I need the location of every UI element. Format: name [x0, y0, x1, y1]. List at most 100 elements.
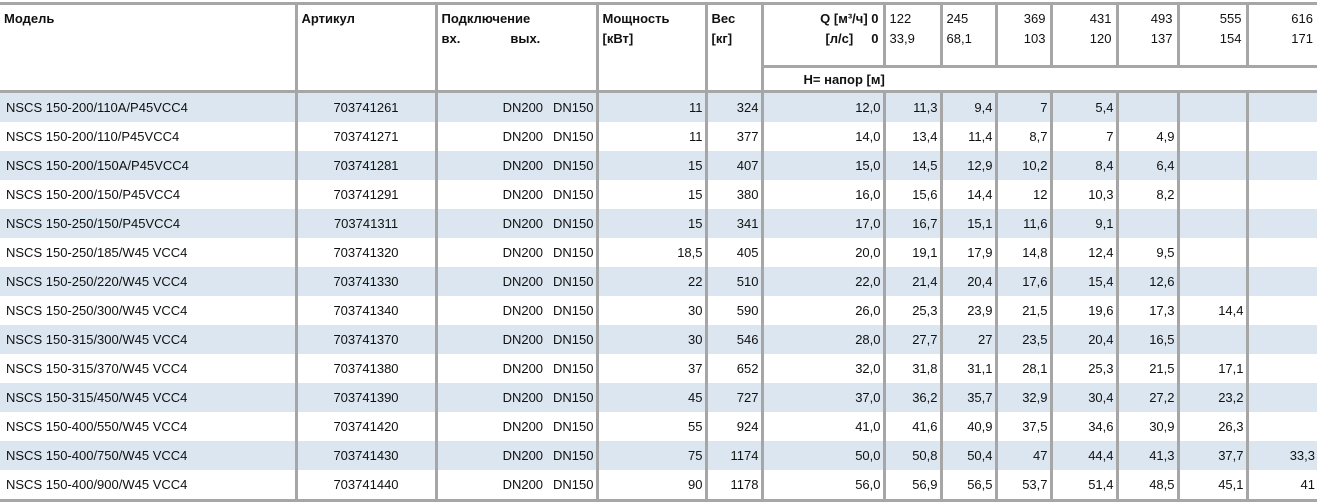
head-cell: 35,7	[941, 383, 998, 412]
table-row: NSCS 150-315/300/W45 VCC4 703741370 DN200 D…	[0, 325, 1317, 354]
model: NSCS 150-400/550/W45 VCC4	[0, 412, 298, 441]
head-cell: 23,9	[941, 296, 998, 325]
head-cell: 4,9	[1117, 122, 1180, 151]
power-cell: 45	[597, 383, 708, 412]
head-cell: 50,8	[884, 441, 943, 470]
head-cell: 44,4	[1051, 441, 1119, 470]
article-cell: 703741420	[296, 412, 438, 441]
power-cell: 75	[597, 441, 708, 470]
head-cell: 37,7	[1178, 441, 1249, 470]
article-cell: 703741311	[296, 209, 438, 238]
article-cell: 703741271	[296, 122, 438, 151]
head-cell: 8,7	[996, 122, 1053, 151]
model: NSCS 150-400/750/W45 VCC4	[0, 441, 298, 470]
weight-cell: 1178	[706, 470, 764, 501]
weight-cell: 546	[706, 325, 764, 354]
conn-in: DN200	[502, 274, 544, 289]
conn-out: DN150	[553, 448, 594, 463]
article-cell: 703741340	[296, 296, 438, 325]
head-cell: 12,4	[1051, 238, 1119, 267]
head-cell: 50,4	[941, 441, 998, 470]
head-cell	[1178, 209, 1249, 238]
conn-out: DN150	[553, 477, 594, 492]
weight-label: Вес	[711, 11, 736, 26]
head-cell: 12,6	[1117, 267, 1180, 296]
conn-in: DN200	[502, 158, 544, 173]
connection-cell: DN200 DN150	[436, 180, 599, 209]
conn-in: DN200	[502, 390, 544, 405]
weight-cell: 341	[706, 209, 764, 238]
article-cell: 703741281	[296, 151, 438, 180]
model: NSCS 150-250/185/W45 VCC4	[0, 238, 298, 267]
head-cell: 12,0	[762, 91, 886, 122]
head-cell: 15,1	[941, 209, 998, 238]
head-cell: 14,8	[996, 238, 1053, 267]
article-cell: 703741380	[296, 354, 438, 383]
article-cell: 703741261	[296, 91, 438, 122]
weight-cell: 924	[706, 412, 764, 441]
head-cell: 32,0	[762, 354, 886, 383]
head-cell: 41,0	[762, 412, 886, 441]
table-row: NSCS 150-200/110/P45VCC4 703741271 DN200 DN…	[0, 122, 1317, 151]
head-cell: 6,4	[1117, 151, 1180, 180]
head-cell: 11,3	[884, 91, 943, 122]
head-cell: 41,3	[1117, 441, 1180, 470]
head-cell	[1178, 325, 1249, 354]
head-cell: 23,5	[996, 325, 1053, 354]
head-cell: 9,1	[1051, 209, 1119, 238]
head-cell	[1178, 122, 1249, 151]
header-article: Артикул	[296, 3, 438, 92]
head-cell: 40,9	[941, 412, 998, 441]
table-row: NSCS 150-315/370/W45 VCC4 703741380 DN200 D…	[0, 354, 1317, 383]
head-cell: 21,5	[996, 296, 1053, 325]
head-cell: 31,1	[941, 354, 998, 383]
conn-in: DN200	[502, 419, 544, 434]
head-cell: 20,4	[1051, 325, 1119, 354]
table-row: NSCS 150-315/450/W45 VCC4 703741390 DN200 D…	[0, 383, 1317, 412]
header-q: 122 33,9	[884, 3, 943, 67]
head-cell: 32,9	[996, 383, 1053, 412]
table-row: NSCS 150-250/220/W45 VCC4 703741330 DN200 D…	[0, 267, 1317, 296]
article-cell: 703741320	[296, 238, 438, 267]
power-cell: 30	[597, 325, 708, 354]
conn-in: DN200	[502, 100, 544, 115]
head-cell: 25,3	[884, 296, 943, 325]
head-cell: 7	[1051, 122, 1119, 151]
head-cell: 7	[996, 91, 1053, 122]
weight-cell: 324	[706, 91, 764, 122]
head-cell: 10,2	[996, 151, 1053, 180]
model: NSCS 150-200/110A/P45VCC4	[0, 91, 298, 122]
conn-out: DN150	[553, 245, 594, 260]
head-cell	[1178, 238, 1249, 267]
weight-cell: 652	[706, 354, 764, 383]
model: NSCS 150-200/110/P45VCC4	[0, 122, 298, 151]
head-cell	[1247, 296, 1317, 325]
head-cell: 9,5	[1117, 238, 1180, 267]
model: NSCS 150-200/150A/P45VCC4	[0, 151, 298, 180]
head-cell	[1247, 122, 1317, 151]
conn-in: DN200	[502, 245, 544, 260]
head-cell: 36,2	[884, 383, 943, 412]
head-cell: 26,0	[762, 296, 886, 325]
head-cell: 56,0	[762, 470, 886, 501]
head-cell: 26,3	[1178, 412, 1249, 441]
connection-cell: DN200 DN150	[436, 325, 599, 354]
conn-in: DN200	[502, 477, 544, 492]
q-m3h-label: Q [м³/ч] 0	[820, 11, 879, 26]
head-cell: 27,2	[1117, 383, 1180, 412]
table-row: NSCS 150-200/110A/P45VCC4 703741261 DN200 D…	[0, 91, 1317, 122]
head-cell	[1247, 412, 1317, 441]
head-cell: 8,2	[1117, 180, 1180, 209]
table-row: NSCS 150-250/185/W45 VCC4 703741320 DN200 D…	[0, 238, 1317, 267]
connection-cell: DN200 DN150	[436, 238, 599, 267]
conn-in: DN200	[502, 187, 544, 202]
head-cell: 37,5	[996, 412, 1053, 441]
head-cell	[1178, 151, 1249, 180]
conn-out: DN150	[553, 100, 594, 115]
head-cell	[1117, 209, 1180, 238]
head-cell	[1247, 209, 1317, 238]
connection-cell: DN200 DN150	[436, 441, 599, 470]
header-q: 616 171	[1291, 11, 1313, 46]
table-row: NSCS 150-400/900/W45 VCC4 703741440 DN200 D…	[0, 470, 1317, 501]
weight-cell: 377	[706, 122, 764, 151]
